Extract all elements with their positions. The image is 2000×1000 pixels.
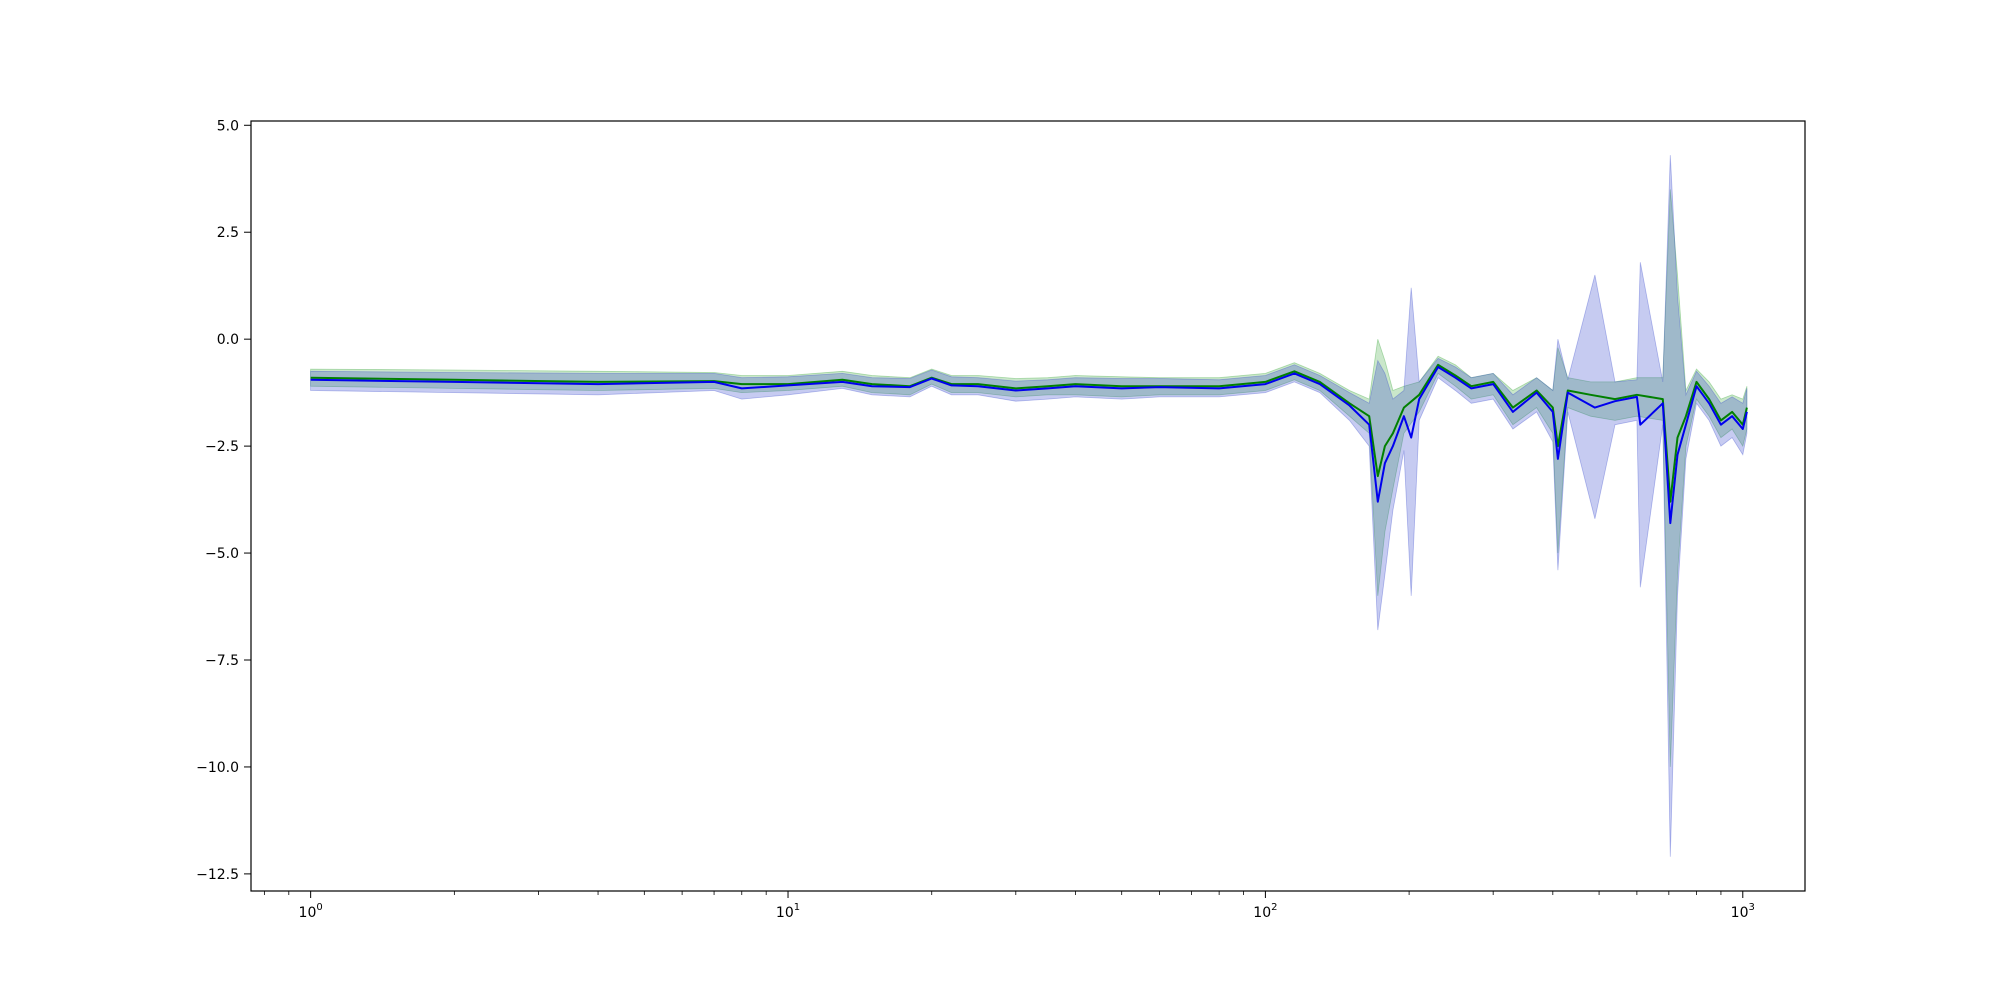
y-tick-label: −10.0	[196, 760, 239, 776]
x-tick-label: 100	[299, 902, 323, 921]
y-tick-label: −7.5	[205, 653, 239, 669]
y-tick-label: 5.0	[217, 118, 239, 134]
y-axis: 5.0 2.5 0.0 −2.5 −5.0 −7.5 −10.0 −12.5	[196, 118, 251, 883]
series-2-line	[310, 366, 1748, 525]
y-tick-label: 0.0	[217, 332, 239, 348]
y-tick-label: −5.0	[205, 546, 239, 562]
y-tick-label: −2.5	[205, 439, 239, 455]
plot-area	[310, 155, 1748, 857]
y-tick-label: 2.5	[217, 225, 239, 241]
series-2-band	[310, 155, 1748, 857]
series-1-band	[310, 189, 1748, 767]
x-axis: 100 101 102 103	[263, 891, 1755, 921]
y-tick-label: −12.5	[196, 867, 239, 883]
axes-frame	[250, 120, 1806, 892]
x-tick-label: 101	[776, 902, 800, 921]
x-tick-label: 103	[1731, 902, 1755, 921]
x-tick-label: 102	[1253, 902, 1277, 921]
